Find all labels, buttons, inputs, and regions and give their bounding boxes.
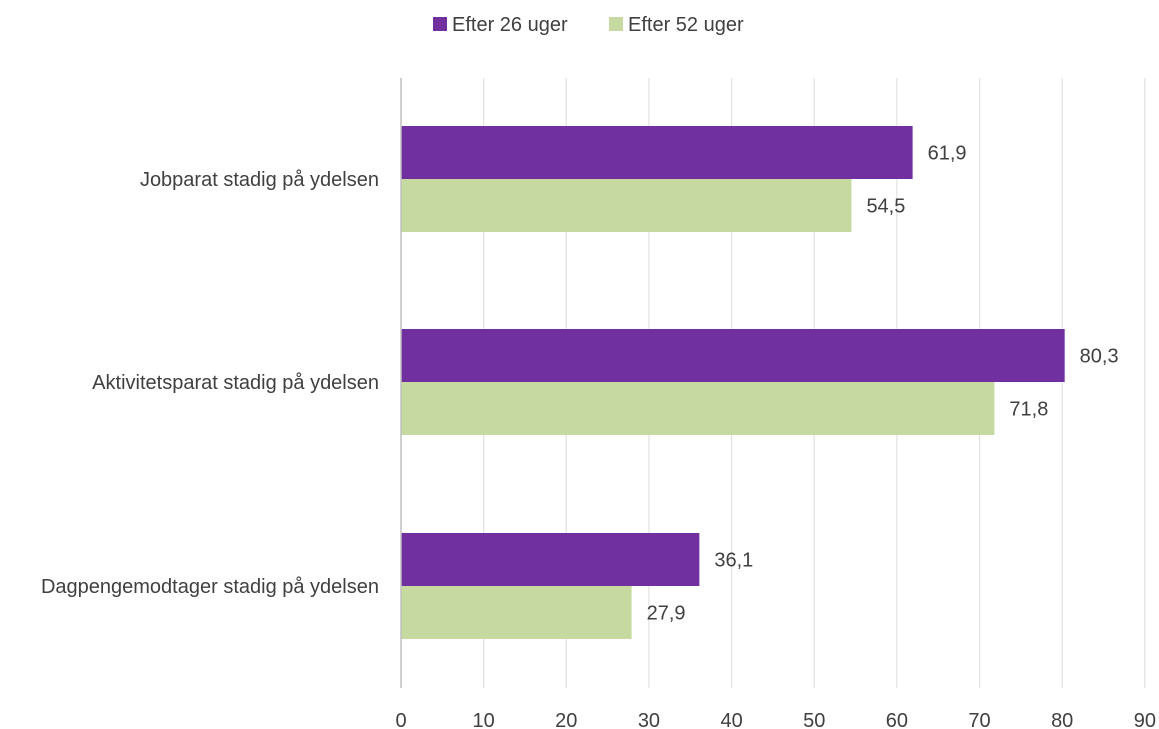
category-label-1: Aktivitetsparat stadig på ydelsen — [92, 372, 379, 394]
legend-swatch-52-uger — [609, 17, 623, 31]
x-tick-label-70: 70 — [968, 710, 990, 729]
x-tick-label-60: 60 — [886, 710, 908, 729]
category-label-0: Jobparat stadig på ydelsen — [140, 169, 379, 191]
x-tick-label-30: 30 — [638, 710, 660, 729]
legend: Efter 26 uger Efter 52 uger — [433, 14, 744, 36]
x-tick-label-80: 80 — [1051, 710, 1073, 729]
category-labels: Jobparat stadig på ydelsen Aktivitetspara… — [41, 169, 379, 598]
value-label-52-uger-2: 27,9 — [647, 603, 686, 625]
bar-26-uger-2 — [401, 533, 700, 586]
x-tick-label-0: 0 — [395, 710, 406, 729]
value-label-26-uger-2: 36,1 — [714, 550, 753, 572]
value-label-52-uger-0: 54,5 — [866, 196, 905, 218]
x-tick-label-10: 10 — [473, 710, 495, 729]
bar-26-uger-1 — [401, 329, 1065, 382]
x-tick-label-40: 40 — [720, 710, 742, 729]
bar-52-uger-2 — [401, 586, 632, 639]
value-label-26-uger-1: 80,3 — [1080, 346, 1119, 368]
legend-label-52-uger: Efter 52 uger — [628, 14, 744, 36]
bar-26-uger-0 — [401, 126, 913, 179]
category-label-2: Dagpengemodtager stadig på ydelsen — [41, 576, 379, 598]
x-tick-label-50: 50 — [803, 710, 825, 729]
bar-52-uger-0 — [401, 179, 852, 232]
x-tick-label-90: 90 — [1134, 710, 1156, 729]
value-label-52-uger-1: 71,8 — [1009, 399, 1048, 421]
bar-52-uger-1 — [401, 382, 995, 435]
legend-swatch-26-uger — [433, 17, 447, 31]
value-labels: 61,9 54,5 80,3 71,8 36,1 27,9 — [647, 143, 1119, 625]
x-tick-labels: 0 10 20 30 40 50 60 70 80 90 — [395, 710, 1156, 729]
x-tick-label-20: 20 — [555, 710, 577, 729]
bars — [401, 126, 1065, 639]
value-label-26-uger-0: 61,9 — [928, 143, 967, 165]
legend-label-26-uger: Efter 26 uger — [452, 14, 568, 36]
